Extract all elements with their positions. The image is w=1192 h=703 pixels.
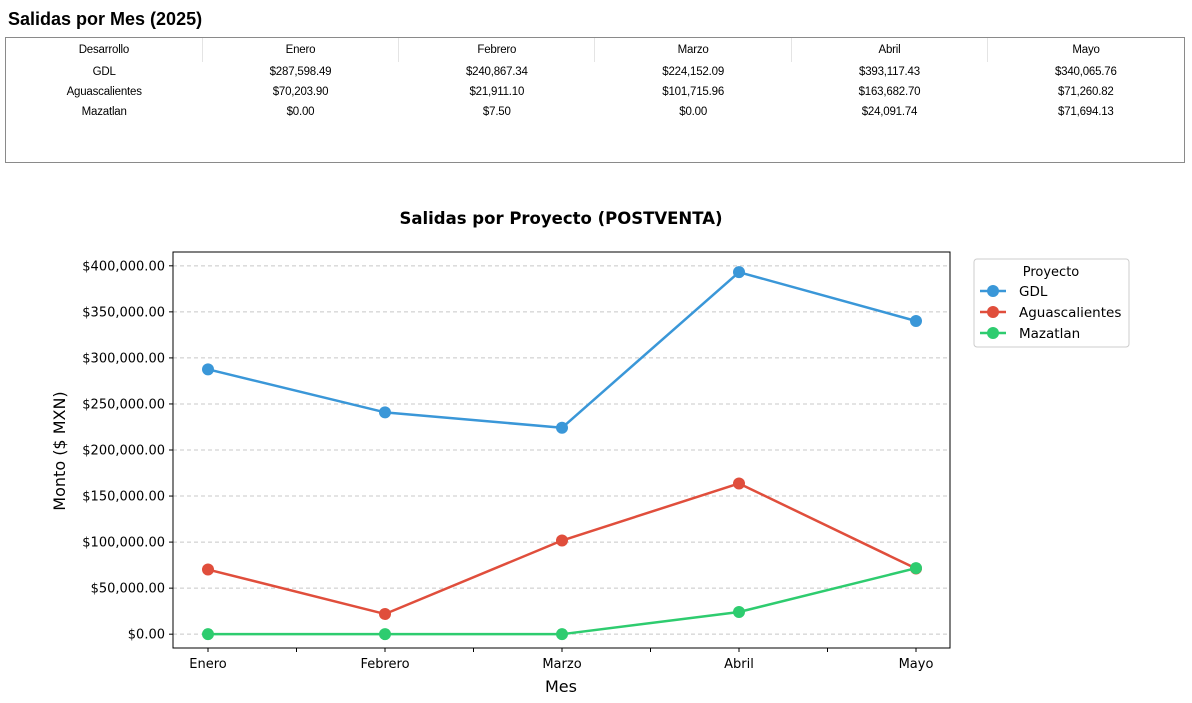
legend[interactable]: Proyecto GDL Aguascalientes Mazatlan xyxy=(973,258,1130,348)
table-cell: $0.00 xyxy=(286,106,315,118)
monthly-data-table: Desarrollo Enero Febrero Marzo Abril May… xyxy=(6,38,1184,122)
data-point[interactable] xyxy=(733,266,745,279)
legend-item[interactable]: Mazatlan xyxy=(980,326,1080,342)
page-title: Salidas por Mes (2025) xyxy=(8,9,203,29)
table-header-cell[interactable]: Abril xyxy=(791,38,989,62)
table-cell: Aguascalientes xyxy=(66,86,142,98)
y-tick-label: $50,000.00 xyxy=(91,582,165,597)
legend-item[interactable]: Aguascalientes xyxy=(980,305,1121,321)
legend-marker xyxy=(987,327,999,339)
table-cell: $224,152.09 xyxy=(662,66,725,78)
legend-marker xyxy=(987,285,999,297)
y-tick-label: $350,000.00 xyxy=(82,305,165,320)
x-tick-label: Febrero xyxy=(360,657,409,672)
data-point[interactable] xyxy=(202,628,214,641)
table-cell: $7.50 xyxy=(482,106,511,118)
y-tick-label: $300,000.00 xyxy=(82,351,165,366)
data-point[interactable] xyxy=(202,363,214,376)
series-layer xyxy=(202,266,922,641)
legend-items: GDL Aguascalientes Mazatlan xyxy=(980,284,1121,342)
data-point[interactable] xyxy=(379,628,391,641)
x-tick-label: Abril xyxy=(724,657,754,672)
table-header-cell[interactable]: Enero xyxy=(202,38,400,62)
chart-title: Salidas por Proyecto (POSTVENTA) xyxy=(399,209,722,228)
table-row[interactable]: Aguascalientes $70,203.90 $21,911.10 $10… xyxy=(6,82,1184,102)
legend-item[interactable]: GDL xyxy=(980,284,1048,300)
x-axis-label: Mes xyxy=(545,677,577,696)
y-tick-label: $200,000.00 xyxy=(82,444,165,459)
table-cell: GDL xyxy=(92,66,116,78)
table-cell: $71,260.82 xyxy=(1058,86,1114,98)
data-point[interactable] xyxy=(202,563,214,576)
table-cell: $71,694.13 xyxy=(1058,106,1114,118)
legend-box xyxy=(973,258,1130,348)
x-tick-label: Mayo xyxy=(899,657,934,672)
data-point[interactable] xyxy=(379,608,391,621)
series-mazatlan xyxy=(202,562,922,641)
table-cell: $70,203.90 xyxy=(272,86,329,98)
y-axis-label: Monto ($ MXN) xyxy=(50,391,69,510)
data-point[interactable] xyxy=(910,562,922,575)
legend-marker xyxy=(987,306,999,318)
data-point[interactable] xyxy=(733,605,745,618)
y-tick-label: $100,000.00 xyxy=(82,536,165,551)
series-gdl xyxy=(202,266,922,434)
table-cell: $21,911.10 xyxy=(469,86,525,98)
data-point[interactable] xyxy=(910,315,922,328)
y-axis: $0.00 $50,000.00 $100,000.00 $150,000.00 $20… xyxy=(82,259,173,643)
table-cell: Mazatlan xyxy=(81,106,127,118)
x-tick-label: Enero xyxy=(189,657,227,672)
x-axis: Enero Febrero Marzo Abril Mayo xyxy=(189,648,933,672)
legend-title: Proyecto xyxy=(1023,265,1080,280)
table-cell: $101,715.96 xyxy=(662,86,725,98)
data-point[interactable] xyxy=(379,406,391,419)
data-point[interactable] xyxy=(556,421,568,434)
table-cell: $340,065.76 xyxy=(1054,66,1117,78)
table-cell: $393,117.43 xyxy=(859,66,920,78)
gridlines xyxy=(173,265,950,635)
x-tick-label: Marzo xyxy=(542,657,581,672)
data-point[interactable] xyxy=(556,628,568,641)
data-point[interactable] xyxy=(733,477,745,490)
data-table-frame: Desarrollo Enero Febrero Marzo Abril May… xyxy=(5,37,1185,163)
table-cell: $240,867.34 xyxy=(465,66,528,78)
table-header-cell[interactable]: Desarrollo xyxy=(6,38,203,62)
table-header-cell[interactable]: Marzo xyxy=(594,38,792,62)
series-line xyxy=(206,566,918,636)
y-tick-label: $250,000.00 xyxy=(82,397,165,412)
table-cell: $287,598.49 xyxy=(269,66,332,78)
table-cell: $163,682.70 xyxy=(858,86,921,98)
y-tick-label: $0.00 xyxy=(128,628,165,643)
table-cell: $0.00 xyxy=(679,106,708,118)
table-row[interactable]: GDL $287,598.49 $240,867.34 $224,152.09 … xyxy=(6,62,1184,82)
line-chart: Salidas por Proyecto (POSTVENTA) $0.00 $5… xyxy=(50,209,1130,696)
table-cell: $24,091.74 xyxy=(861,106,918,118)
legend-label: Aguascalientes xyxy=(1019,305,1121,321)
table-header-row: Desarrollo Enero Febrero Marzo Abril May… xyxy=(6,38,1184,62)
series-aguascalientes xyxy=(202,477,922,621)
table-header-cell[interactable]: Mayo xyxy=(1072,44,1100,56)
data-point[interactable] xyxy=(556,534,568,547)
table-row[interactable]: Mazatlan $0.00 $7.50 $0.00 $24,091.74 $7… xyxy=(6,102,1184,122)
y-tick-label: $150,000.00 xyxy=(82,490,165,505)
legend-label: GDL xyxy=(1019,284,1048,300)
y-tick-label: $400,000.00 xyxy=(82,259,165,274)
table-header-cell[interactable]: Febrero xyxy=(398,38,596,62)
legend-label: Mazatlan xyxy=(1019,326,1080,342)
